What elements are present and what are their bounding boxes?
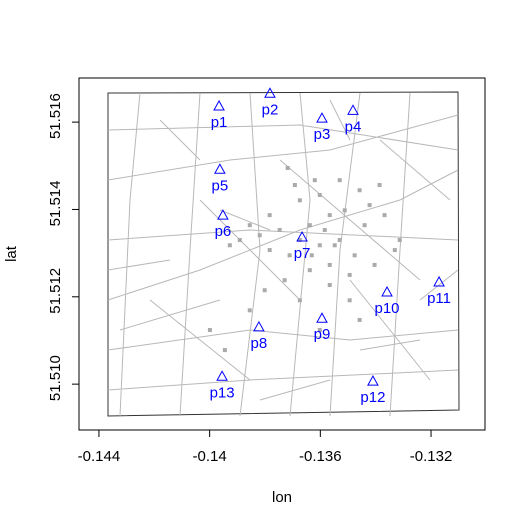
death-marker — [312, 178, 317, 183]
death-marker — [362, 223, 367, 228]
death-marker — [287, 253, 292, 258]
death-marker — [392, 248, 397, 253]
death-marker — [277, 227, 282, 232]
pump-label: p11 — [427, 290, 451, 307]
death-marker — [247, 308, 252, 313]
y-axis-label: lat — [3, 245, 20, 262]
death-marker — [357, 317, 362, 322]
y-tick-label: 51.516 — [47, 93, 64, 139]
death-marker — [297, 238, 302, 243]
death-marker — [377, 182, 382, 187]
death-marker — [257, 233, 262, 238]
death-marker — [317, 243, 322, 248]
y-tick-label: 51.514 — [47, 181, 64, 227]
y-tick-label: 51.510 — [47, 355, 64, 401]
death-marker — [292, 182, 297, 187]
death-marker — [382, 213, 387, 218]
pump-label: p2 — [262, 101, 279, 118]
pump-label: p10 — [375, 300, 400, 317]
death-marker — [372, 262, 377, 267]
death-marker — [347, 272, 352, 277]
pump-label: p5 — [212, 177, 229, 194]
pump-label: p4 — [345, 118, 362, 135]
pump-marker — [433, 275, 445, 287]
x-axis-label: lon — [272, 489, 292, 506]
death-marker — [262, 288, 267, 293]
pump-label: p6 — [215, 223, 232, 240]
pump-marker — [214, 163, 226, 174]
death-marker — [347, 298, 352, 303]
death-marker — [267, 248, 272, 253]
street-map — [107, 91, 460, 417]
death-marker — [397, 238, 402, 243]
streets — [107, 92, 459, 417]
death-marker — [352, 253, 357, 258]
death-marker — [297, 298, 302, 303]
death-marker — [309, 253, 314, 258]
pump-marker — [316, 312, 328, 323]
death-marker — [327, 213, 332, 218]
death-marker — [247, 223, 252, 228]
death-marker — [357, 188, 362, 193]
death-marker — [207, 327, 212, 332]
death-marker — [297, 198, 302, 203]
death-marker — [322, 227, 327, 232]
death-marker — [327, 283, 332, 288]
pump-marker — [316, 112, 328, 123]
death-marker — [317, 193, 322, 198]
x-tick-label: -0.136 — [299, 448, 342, 465]
death-marker — [285, 165, 290, 170]
pump-marker — [217, 209, 229, 220]
pump-label: p3 — [314, 126, 331, 143]
death-marker — [367, 203, 372, 208]
pump-label: p12 — [360, 389, 385, 406]
pump-label: p7 — [294, 245, 311, 262]
death-marker — [337, 238, 342, 243]
y-tick-label: 51.512 — [47, 268, 64, 314]
pump-label: p1 — [211, 114, 228, 131]
plot-box — [78, 77, 486, 431]
pump-label: p13 — [210, 384, 235, 401]
pump-marker — [381, 285, 393, 297]
pump-marker — [216, 370, 228, 381]
death-marker — [307, 223, 312, 228]
death-marker — [227, 243, 232, 248]
pump-marker — [264, 87, 276, 98]
death-marker — [267, 213, 272, 218]
death-marker — [327, 262, 332, 267]
death-marker — [342, 208, 347, 213]
pump-marker — [347, 104, 359, 115]
x-tick-label: -0.132 — [410, 448, 453, 465]
death-marker — [332, 243, 337, 248]
death-marker — [307, 268, 312, 273]
death-marker — [337, 178, 342, 183]
pump-marker — [367, 375, 379, 386]
death-marker — [282, 278, 287, 283]
death-marker — [222, 348, 227, 353]
pump-label: p9 — [314, 326, 331, 343]
pump-marker — [213, 99, 225, 111]
pump-marker — [253, 320, 265, 332]
pump-label: p8 — [251, 335, 268, 352]
x-tick-label: -0.14 — [193, 448, 227, 465]
pump-marker — [296, 230, 308, 242]
x-tick-label: -0.144 — [78, 448, 121, 465]
death-marker — [237, 238, 242, 243]
map-border — [107, 91, 460, 417]
death-marker — [317, 327, 322, 332]
